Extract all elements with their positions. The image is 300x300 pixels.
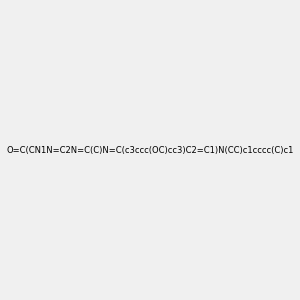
Text: O=C(CN1N=C2N=C(C)N=C(c3ccc(OC)cc3)C2=C1)N(CC)c1cccc(C)c1: O=C(CN1N=C2N=C(C)N=C(c3ccc(OC)cc3)C2=C1)…	[6, 146, 294, 154]
